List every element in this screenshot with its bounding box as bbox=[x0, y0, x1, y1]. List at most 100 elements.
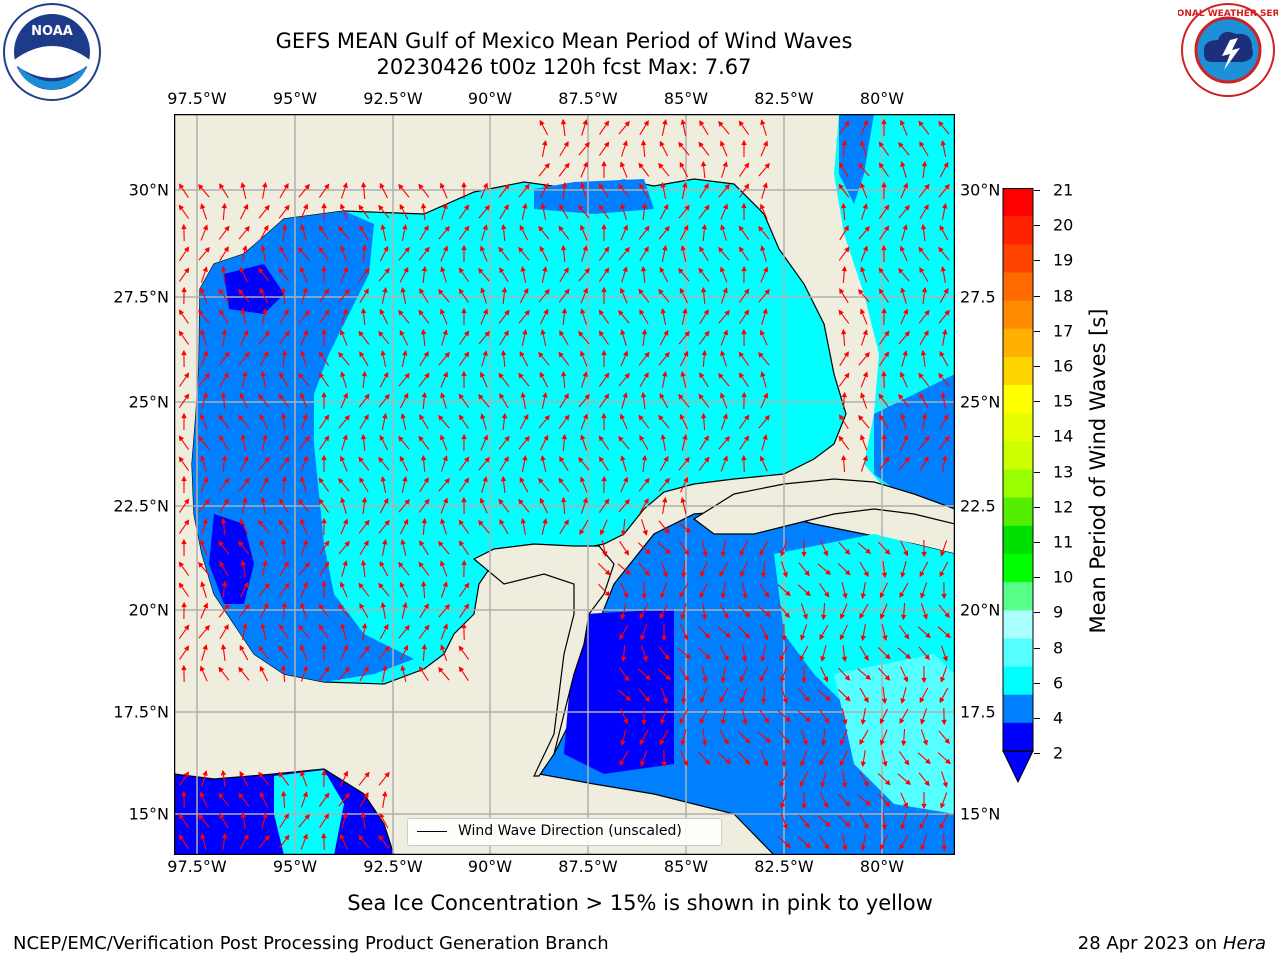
wind-arrow bbox=[618, 246, 630, 261]
colorbar-tick-mark bbox=[1034, 682, 1040, 684]
wind-arrow bbox=[879, 834, 889, 851]
wind-arrow bbox=[458, 540, 469, 555]
wind-arrow bbox=[319, 288, 330, 303]
wind-arrow bbox=[678, 667, 690, 682]
wind-arrow bbox=[758, 162, 770, 177]
wind-arrow bbox=[420, 202, 427, 221]
wind-arrow bbox=[358, 330, 370, 345]
wind-arrow bbox=[499, 204, 509, 220]
wind-arrow bbox=[900, 413, 907, 430]
wind-arrow bbox=[620, 350, 629, 367]
wind-arrow bbox=[539, 371, 549, 388]
wind-arrow bbox=[598, 435, 610, 450]
wind-arrow bbox=[899, 582, 909, 599]
wind-arrow bbox=[820, 540, 829, 557]
wind-arrow bbox=[438, 666, 450, 681]
colorbar-tick-mark bbox=[1034, 190, 1040, 191]
wind-arrow bbox=[920, 582, 928, 599]
wind-arrow bbox=[859, 645, 869, 661]
wind-arrow bbox=[379, 308, 389, 325]
wind-arrow bbox=[619, 541, 630, 556]
colorbar-segment bbox=[1003, 441, 1033, 470]
wind-arrow bbox=[338, 477, 350, 492]
colorbar-tick-label: 8 bbox=[1053, 638, 1064, 658]
wind-arrow bbox=[859, 603, 869, 619]
wind-arrow bbox=[200, 602, 209, 619]
wind-arrow bbox=[519, 287, 529, 304]
wind-arrow bbox=[578, 330, 590, 345]
wind-arrow bbox=[939, 161, 949, 178]
wind-arrow bbox=[637, 542, 651, 555]
wind-arrow bbox=[598, 583, 611, 597]
wind-arrow bbox=[819, 835, 830, 850]
wind-arrow bbox=[498, 183, 510, 198]
wind-arrow bbox=[519, 476, 529, 493]
wind-arrow bbox=[921, 791, 927, 810]
wind-arrow bbox=[780, 561, 788, 578]
wind-arrow bbox=[201, 644, 208, 661]
wind-arrow bbox=[697, 647, 711, 660]
wind-arrow bbox=[920, 223, 927, 242]
wind-arrow bbox=[258, 771, 270, 786]
wind-arrow bbox=[919, 141, 929, 157]
wind-arrow bbox=[181, 223, 187, 242]
wind-arrow bbox=[739, 561, 748, 578]
lat-label-left: 15°N bbox=[128, 804, 169, 824]
wind-arrow bbox=[318, 666, 330, 681]
wind-arrow bbox=[418, 372, 430, 387]
wind-arrow bbox=[399, 581, 409, 598]
lon-label-top: 82.5°W bbox=[754, 89, 814, 108]
wind-arrow bbox=[401, 349, 408, 367]
wind-arrow bbox=[300, 329, 309, 346]
wind-arrow bbox=[699, 372, 709, 388]
wind-arrow bbox=[399, 266, 409, 283]
wind-arrow bbox=[500, 223, 507, 242]
wind-arrow bbox=[739, 183, 750, 198]
wind-arrow bbox=[838, 372, 850, 387]
wind-arrow bbox=[938, 246, 950, 261]
wind-arrow bbox=[238, 288, 250, 303]
wind-arrow bbox=[658, 162, 670, 177]
wind-arrow bbox=[418, 624, 430, 639]
wind-arrow bbox=[338, 792, 350, 807]
wind-arrow bbox=[279, 246, 289, 262]
wind-arrow bbox=[857, 794, 872, 806]
wind-arrow bbox=[761, 434, 768, 451]
wind-arrow bbox=[601, 349, 607, 368]
wind-arrow bbox=[899, 371, 908, 388]
wind-arrow bbox=[638, 477, 650, 492]
wind-arrow bbox=[639, 309, 649, 325]
wind-arrow bbox=[261, 181, 268, 199]
wind-arrow bbox=[680, 624, 689, 641]
wind-arrow bbox=[840, 328, 847, 347]
wind-arrow bbox=[640, 139, 647, 158]
wind-arrow bbox=[679, 476, 689, 493]
wind-arrow bbox=[920, 603, 928, 620]
wind-arrow bbox=[919, 456, 929, 472]
wind-arrow bbox=[919, 204, 929, 220]
wind-arrow bbox=[179, 645, 190, 660]
wind-arrow bbox=[858, 288, 870, 303]
wind-arrow bbox=[601, 160, 607, 179]
wind-arrow bbox=[660, 433, 667, 451]
wind-arrow bbox=[518, 246, 530, 261]
wind-arrow bbox=[239, 266, 249, 283]
colorbar bbox=[1002, 188, 1034, 783]
wind-arrow bbox=[738, 246, 749, 261]
wind-arrow bbox=[940, 139, 947, 157]
wind-arrow bbox=[359, 288, 369, 304]
wind-arrow bbox=[741, 454, 747, 473]
wind-arrow bbox=[178, 813, 190, 828]
wind-arrow bbox=[680, 686, 687, 705]
wind-arrow bbox=[399, 329, 409, 346]
wind-arrow bbox=[538, 225, 550, 240]
wind-arrow bbox=[659, 266, 669, 283]
wind-arrow bbox=[321, 328, 327, 347]
wind-arrow bbox=[558, 477, 570, 492]
wind-arrow bbox=[501, 412, 508, 431]
wind-arrow bbox=[720, 224, 727, 241]
wind-arrow bbox=[900, 813, 907, 830]
wind-arrow bbox=[239, 392, 249, 409]
wind-arrow bbox=[919, 687, 929, 704]
wind-arrow bbox=[258, 267, 270, 282]
